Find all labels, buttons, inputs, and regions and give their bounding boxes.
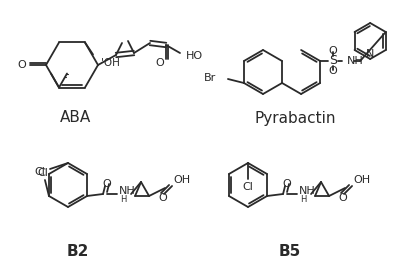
Text: O: O (329, 46, 338, 56)
Text: O: O (283, 179, 292, 189)
Text: ABA: ABA (59, 110, 91, 125)
Text: N: N (366, 49, 374, 59)
Text: O: O (329, 66, 338, 76)
Text: B5: B5 (279, 244, 301, 259)
Text: Br: Br (204, 73, 216, 83)
Text: Pyrabactin: Pyrabactin (254, 110, 336, 125)
Text: S: S (329, 54, 337, 68)
Text: O: O (18, 60, 26, 70)
Text: OH: OH (173, 175, 190, 185)
Text: H: H (120, 195, 126, 203)
Text: 'OH: 'OH (101, 58, 120, 68)
Text: NH: NH (299, 186, 316, 196)
Text: O: O (339, 193, 348, 203)
Text: H: H (300, 195, 306, 203)
Text: NH: NH (119, 186, 136, 196)
Text: Cl: Cl (242, 182, 254, 192)
Text: Cl: Cl (34, 167, 46, 177)
Text: NH: NH (347, 56, 364, 66)
Text: OH: OH (353, 175, 370, 185)
Text: O: O (159, 193, 168, 203)
Text: HO: HO (186, 51, 203, 61)
Text: B2: B2 (67, 244, 89, 259)
Text: O: O (103, 179, 112, 189)
Text: O: O (156, 58, 164, 68)
Text: Cl: Cl (38, 168, 48, 178)
